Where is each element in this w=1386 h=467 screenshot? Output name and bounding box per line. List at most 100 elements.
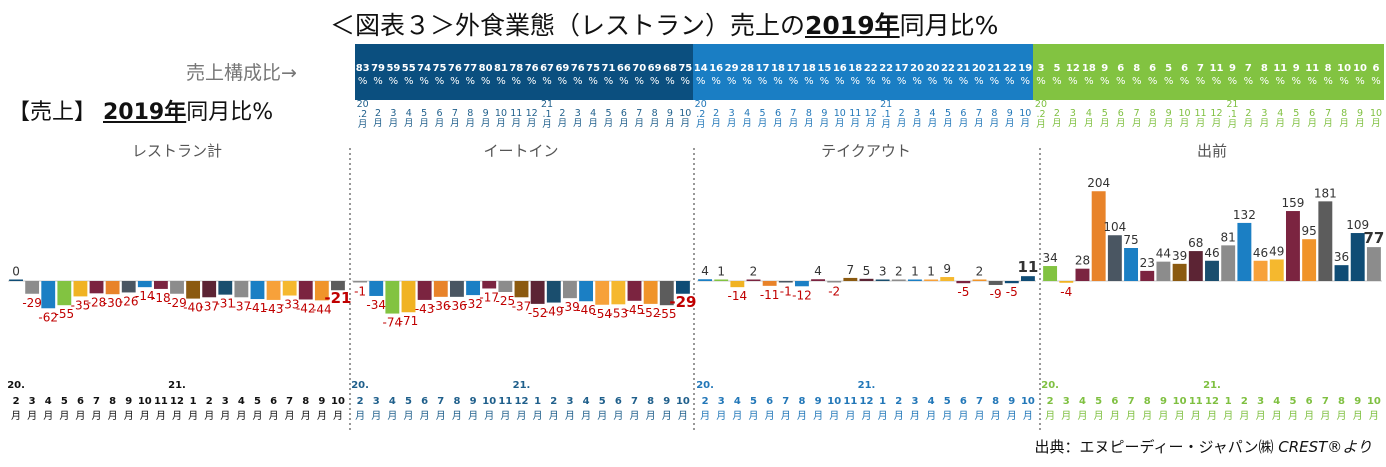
composition-value: 20 bbox=[972, 63, 986, 74]
data-label: -25 bbox=[496, 294, 516, 308]
data-label: 23 bbox=[1140, 256, 1155, 270]
composition-percent: % bbox=[1291, 76, 1301, 87]
x-tick-suffix: 月 bbox=[797, 410, 807, 422]
composition-percent: % bbox=[1100, 76, 1110, 87]
header-month-label: 月 bbox=[1244, 118, 1254, 129]
composition-value: 9 bbox=[1229, 63, 1236, 74]
composition-value: 9 bbox=[1101, 63, 1108, 74]
data-label: -40 bbox=[183, 301, 203, 315]
data-label: 49 bbox=[1269, 244, 1284, 258]
x-tick-label: 4 bbox=[389, 396, 396, 407]
data-label: 159 bbox=[1281, 196, 1304, 210]
bar bbox=[385, 281, 400, 314]
composition-value: 7 bbox=[1245, 63, 1252, 74]
composition-value: 8 bbox=[1325, 63, 1332, 74]
composition-value: 55 bbox=[402, 63, 416, 74]
x-tick-suffix: 月 bbox=[355, 410, 365, 422]
data-label: -44 bbox=[312, 302, 332, 316]
composition-value: 21 bbox=[987, 63, 1001, 74]
composition-percent: % bbox=[588, 76, 598, 87]
header-month-label: 12 bbox=[526, 108, 538, 119]
data-label: 34 bbox=[1042, 251, 1057, 265]
x-tick-suffix: 月 bbox=[285, 410, 295, 422]
composition-percent: % bbox=[512, 76, 522, 87]
header-month-label: 月 bbox=[773, 118, 783, 129]
x-tick-label: 3 bbox=[911, 396, 918, 407]
title-prefix: ＜図表３＞外食業態（レストラン）売上の bbox=[330, 11, 806, 40]
data-label: -74 bbox=[383, 316, 403, 330]
x-tick-suffix: 月 bbox=[581, 410, 591, 422]
data-label: 9 bbox=[943, 262, 951, 276]
composition-band-eatin bbox=[355, 44, 693, 100]
header-month-label: 月 bbox=[435, 118, 445, 129]
composition-percent: % bbox=[1244, 76, 1254, 87]
x-tick-suffix: 月 bbox=[317, 410, 327, 422]
header-month-label: 6 bbox=[436, 108, 442, 119]
header-month-label: 5 bbox=[945, 108, 951, 119]
x-tick-label: 9 bbox=[1008, 396, 1015, 407]
bar bbox=[1318, 201, 1333, 281]
x-tick-suffix: 月 bbox=[75, 410, 85, 422]
bar bbox=[1172, 263, 1187, 281]
composition-percent: % bbox=[465, 76, 475, 87]
composition-value: 9 bbox=[1293, 63, 1300, 74]
bar bbox=[417, 281, 432, 300]
header-month-label: 月 bbox=[727, 118, 737, 129]
x-tick-suffix: 月 bbox=[1207, 410, 1217, 422]
data-label: 7 bbox=[847, 263, 855, 277]
data-label: 4 bbox=[814, 264, 822, 278]
data-label: 1 bbox=[911, 265, 919, 279]
header-month-label: 月 bbox=[990, 118, 1000, 129]
header-month-label: 月 bbox=[558, 118, 568, 129]
header-month-label: 21 bbox=[880, 99, 892, 110]
composition-percent: % bbox=[758, 76, 768, 87]
x-tick-label: 5 bbox=[944, 396, 951, 407]
composition-value: 70 bbox=[632, 63, 646, 74]
header-month-label: 月 bbox=[542, 119, 552, 130]
data-label: -14 bbox=[728, 289, 748, 303]
x-tick-suffix: 月 bbox=[1191, 410, 1201, 422]
bar bbox=[401, 281, 416, 313]
header-month-label: 7 bbox=[1134, 108, 1140, 119]
composition-percent: % bbox=[681, 76, 691, 87]
composition-percent: % bbox=[1068, 76, 1078, 87]
data-label: -55 bbox=[657, 307, 677, 321]
x-tick-label: 9 bbox=[663, 396, 670, 407]
composition-value: 11 bbox=[1305, 63, 1319, 74]
x-tick-suffix: 月 bbox=[11, 410, 21, 422]
sales-suffix: 同月比% bbox=[186, 100, 274, 125]
x-tick-label: 6 bbox=[960, 396, 967, 407]
bar bbox=[1188, 251, 1203, 281]
header-month-label: 6 bbox=[621, 108, 627, 119]
composition-value: 75 bbox=[433, 63, 447, 74]
composition-value: 5 bbox=[1053, 63, 1060, 74]
bar bbox=[186, 281, 201, 299]
header-month-label: 月 bbox=[527, 118, 537, 129]
data-label: 2 bbox=[750, 265, 758, 279]
header-month-label: 月 bbox=[1228, 119, 1238, 130]
data-label: 5 bbox=[863, 264, 871, 278]
x-tick-label: 8 bbox=[1144, 396, 1151, 407]
bar bbox=[1285, 211, 1300, 281]
x-tick-suffix: 月 bbox=[597, 410, 607, 422]
data-label: -5 bbox=[957, 285, 969, 299]
x-tick-label: 2 bbox=[206, 396, 213, 407]
composition-percent: % bbox=[974, 76, 984, 87]
x-tick-suffix: 月 bbox=[301, 410, 311, 422]
x-tick-suffix: 月 bbox=[172, 410, 182, 422]
x-tick-label: 10 bbox=[482, 396, 496, 407]
x-tick-suffix: 月 bbox=[517, 410, 527, 422]
x-tick-label: 9 bbox=[318, 396, 325, 407]
bar bbox=[698, 279, 713, 281]
data-label: -52 bbox=[641, 306, 661, 320]
x-year-label: 21. bbox=[858, 380, 876, 391]
bar bbox=[89, 281, 104, 294]
data-label: 2 bbox=[976, 265, 984, 279]
composition-percent: % bbox=[727, 76, 737, 87]
data-label: 1 bbox=[927, 265, 935, 279]
x-tick-suffix: 月 bbox=[700, 410, 710, 422]
header-month-label: 月 bbox=[665, 118, 675, 129]
x-tick-label: 5 bbox=[405, 396, 412, 407]
header-month-label: 5 bbox=[605, 108, 611, 119]
bar bbox=[972, 279, 987, 281]
